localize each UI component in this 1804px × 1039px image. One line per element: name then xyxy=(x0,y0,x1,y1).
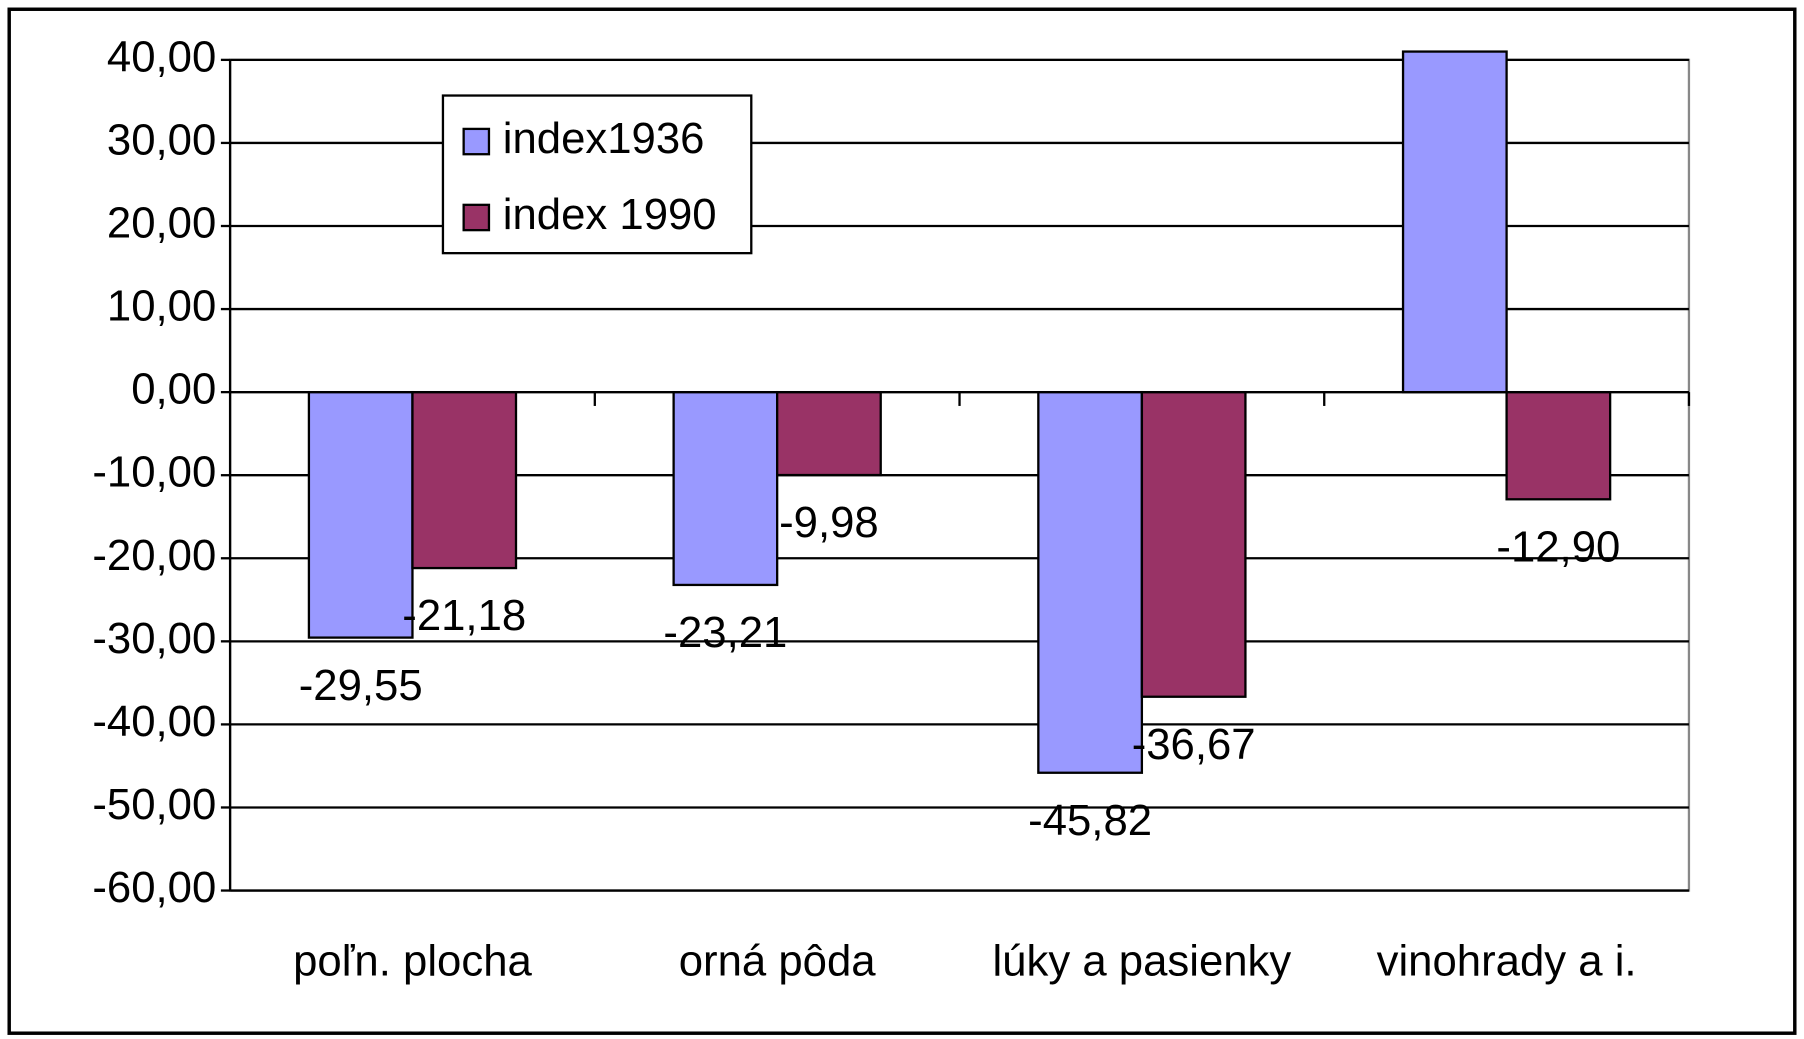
bar xyxy=(672,390,779,587)
y-tick-label: -40,00 xyxy=(92,697,216,746)
legend-swatch xyxy=(462,203,491,232)
y-tick-label: 10,00 xyxy=(107,282,216,331)
x-tick-label: lúky a pasienky xyxy=(992,937,1291,986)
x-tick-label: poľn. plocha xyxy=(293,937,532,986)
bar xyxy=(307,390,414,639)
x-tick-label: orná pôda xyxy=(679,937,877,986)
data-label: -45,82 xyxy=(1028,796,1152,845)
bar xyxy=(1037,390,1144,774)
bar xyxy=(776,390,882,477)
bar xyxy=(1140,390,1247,698)
legend-label: index 1990 xyxy=(503,190,717,239)
legend-swatch xyxy=(462,127,491,156)
y-tick-label: -30,00 xyxy=(92,614,216,663)
data-label: -9,98 xyxy=(779,498,879,547)
y-tick-label: -50,00 xyxy=(92,780,216,829)
bar xyxy=(1505,390,1612,501)
data-label: -21,18 xyxy=(402,591,526,640)
data-label: -29,55 xyxy=(299,661,423,710)
legend-box xyxy=(441,94,753,255)
y-tick-label: 0,00 xyxy=(131,365,216,414)
y-tick-label: -60,00 xyxy=(92,863,216,912)
y-tick-label: 30,00 xyxy=(107,115,216,164)
y-tick-label: -10,00 xyxy=(92,448,216,497)
data-label: -36,67 xyxy=(1132,720,1256,769)
y-tick-label: 20,00 xyxy=(107,199,216,248)
y-tick-label: -20,00 xyxy=(92,531,216,580)
data-label: -12,90 xyxy=(1496,522,1620,571)
bar xyxy=(1401,50,1508,394)
x-tick-label: vinohrady a i. xyxy=(1377,937,1637,986)
legend-label: index1936 xyxy=(503,114,705,163)
y-tick-label: 40,00 xyxy=(107,32,216,81)
data-label: -23,21 xyxy=(663,608,787,657)
bar xyxy=(411,390,518,570)
